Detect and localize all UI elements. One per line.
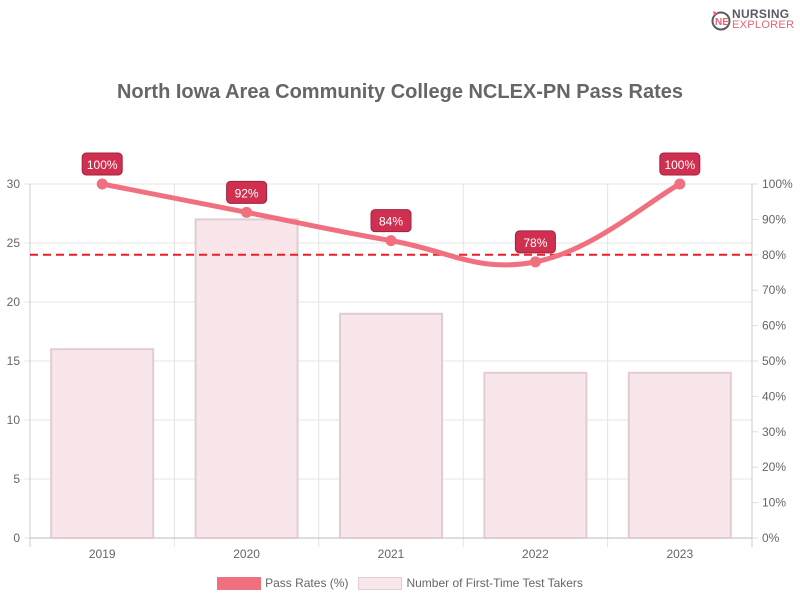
legend-swatch <box>358 576 403 590</box>
data-label-box <box>659 152 701 176</box>
data-label: 84% <box>379 215 403 229</box>
data-label-box <box>514 230 556 254</box>
bar-test-takers <box>50 348 155 540</box>
left-tick-label: 20 <box>7 295 21 309</box>
pass-rate-point <box>529 256 541 268</box>
left-tick-label: 30 <box>7 177 21 191</box>
legend-item-test-takers[interactable]: Number of First-Time Test Takers <box>358 576 583 590</box>
logo-icon: NE <box>711 11 731 31</box>
x-tick-label: 2020 <box>233 547 260 561</box>
bar-test-takers <box>194 218 299 539</box>
right-tick-label: 100% <box>762 177 793 191</box>
right-tick-label: 70% <box>762 283 786 297</box>
left-tick-label: 0 <box>13 531 20 545</box>
right-tick-label: 40% <box>762 389 786 403</box>
data-label-box <box>370 209 412 233</box>
data-label: 100% <box>664 158 695 172</box>
data-label-box <box>226 180 268 204</box>
right-tick-label: 90% <box>762 212 786 226</box>
nursing-explorer-logo: NE NURSING EXPLORER <box>710 7 795 31</box>
right-tick-label: 10% <box>762 496 786 510</box>
data-label: 92% <box>235 186 259 200</box>
bar-test-takers <box>483 371 588 539</box>
legend-swatch <box>217 576 262 590</box>
right-tick-label: 50% <box>762 354 786 368</box>
pass-rate-point <box>241 206 253 218</box>
right-tick-label: 60% <box>762 319 786 333</box>
x-tick-label: 2019 <box>89 547 116 561</box>
data-label: 100% <box>87 158 118 172</box>
left-tick-label: 10 <box>7 413 21 427</box>
right-tick-label: 80% <box>762 248 786 262</box>
data-label-box <box>81 152 123 176</box>
logo-text-1: NURSING <box>732 7 790 21</box>
legend-label: Pass Rates (%) <box>265 576 349 590</box>
legend-item-pass-rates[interactable]: Pass Rates (%) <box>217 576 348 590</box>
legend-label: Number of First-Time Test Takers <box>406 576 583 590</box>
pass-rate-point <box>385 235 397 247</box>
right-tick-label: 0% <box>762 531 780 545</box>
x-tick-label: 2021 <box>378 547 405 561</box>
left-tick-label: 15 <box>7 354 21 368</box>
right-tick-label: 30% <box>762 425 786 439</box>
pass-rate-point <box>96 178 108 190</box>
logo-text-2: EXPLORER <box>732 19 795 31</box>
bar-test-takers <box>339 312 443 539</box>
legend: Pass Rates (%) Number of First-Time Test… <box>0 576 800 590</box>
svg-text:NE: NE <box>715 17 729 28</box>
left-tick-label: 25 <box>7 236 21 250</box>
chart-title: North Iowa Area Community College NCLEX-… <box>116 81 684 103</box>
pass-rate-point <box>674 178 686 190</box>
x-tick-label: 2023 <box>666 547 693 561</box>
left-tick-label: 5 <box>13 472 20 486</box>
bar-test-takers <box>627 371 732 539</box>
right-tick-label: 20% <box>762 460 786 474</box>
data-label: 78% <box>523 236 547 250</box>
x-tick-label: 2022 <box>522 547 549 561</box>
